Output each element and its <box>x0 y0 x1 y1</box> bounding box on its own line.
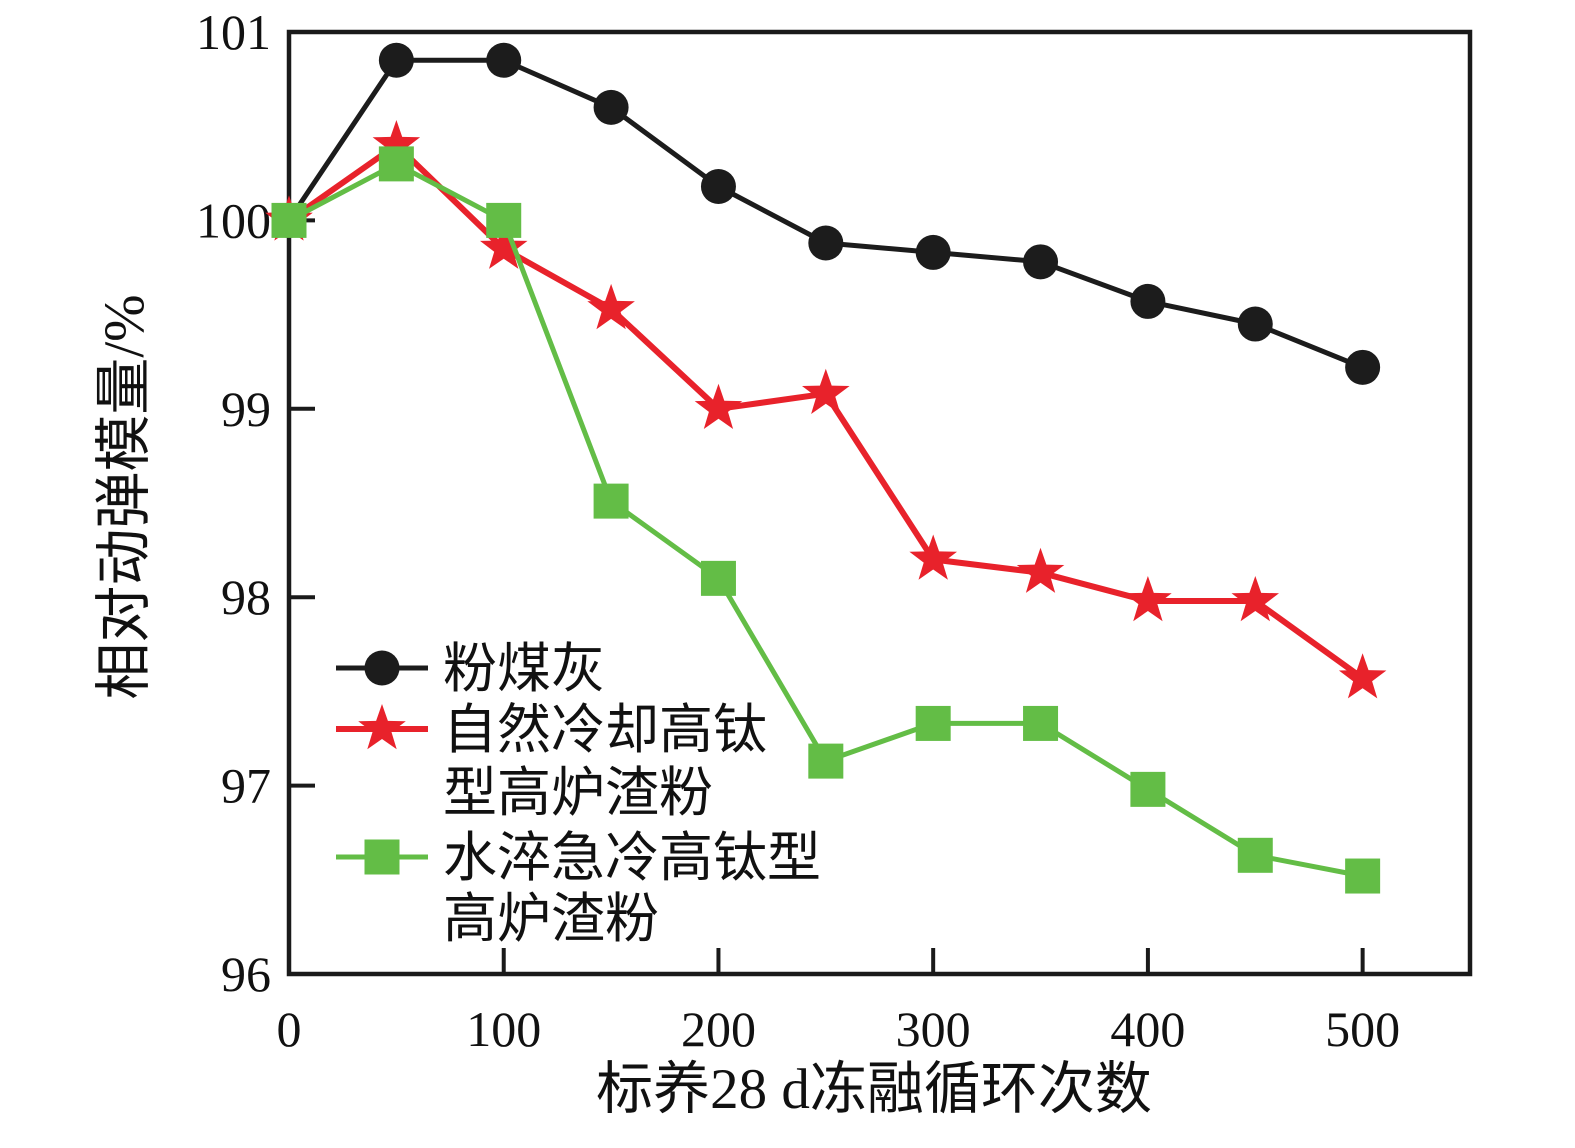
series-line-star <box>287 142 1365 681</box>
data-point-star <box>694 383 743 429</box>
data-point-circle <box>1237 306 1273 342</box>
x-tick-label: 200 <box>681 1001 756 1057</box>
y-tick-label: 100 <box>196 192 271 248</box>
data-point-square <box>915 705 951 741</box>
data-point-star <box>480 223 528 269</box>
legend-marker-star <box>358 704 406 750</box>
data-point-circle <box>593 89 629 125</box>
data-point-square <box>271 202 307 238</box>
data-point-square <box>1130 771 1166 807</box>
x-tick-label: 300 <box>896 1001 971 1057</box>
plot-frame <box>286 29 1473 977</box>
data-point-star <box>1231 576 1279 622</box>
x-tick-label: 0 <box>277 1001 302 1057</box>
plot-area: 96 97 98 99 100 101 0 100 200 300 400 500 <box>196 4 1473 1057</box>
y-tick-label: 101 <box>196 4 271 60</box>
data-point-square <box>1345 858 1381 894</box>
legend-label-natural-cooled-line2: 型高炉渣粉 <box>443 763 713 823</box>
data-point-circle <box>1345 349 1381 385</box>
legend-label-water-quenched-line1: 水淬急冷高钛型 <box>443 828 821 888</box>
data-point-star <box>1124 576 1172 622</box>
data-point-square <box>378 146 414 182</box>
legend-label-water-quenched-line2: 高炉渣粉 <box>443 889 659 949</box>
legend-label-natural-cooled-line1: 自然冷却高钛 <box>443 700 767 760</box>
legend-marker-circle <box>364 650 400 686</box>
data-point-star <box>372 120 421 166</box>
data-point-star <box>1016 547 1065 593</box>
data-point-circle <box>808 225 844 261</box>
y-tick-label: 99 <box>221 381 271 437</box>
x-tick-label: 500 <box>1325 1001 1400 1057</box>
data-point-square <box>1023 705 1059 741</box>
data-point-circle <box>378 42 414 78</box>
data-point-star <box>802 368 850 414</box>
data-point-star <box>909 534 957 580</box>
legend-label-fly-ash: 粉煤灰 <box>443 639 605 699</box>
data-point-circle <box>1130 283 1166 319</box>
data-point-circle <box>700 168 736 204</box>
data-point-circle <box>486 42 522 78</box>
y-axis-title: 相对动弹模量/% <box>93 294 156 699</box>
data-point-star <box>587 283 635 330</box>
data-point-circle <box>915 234 951 270</box>
x-axis-title: 标养28 d冻融循环次数 <box>596 1058 1152 1121</box>
data-point-square <box>1237 837 1273 873</box>
y-tick-label: 96 <box>221 946 271 1002</box>
y-tick-label: 98 <box>221 569 271 625</box>
x-tick-label: 400 <box>1110 1001 1185 1057</box>
data-point-square <box>593 483 629 519</box>
x-tick-label: 100 <box>466 1001 541 1057</box>
data-point-square <box>486 202 522 238</box>
legend-marker-square <box>364 839 400 875</box>
data-point-square <box>808 743 844 779</box>
data-point-star <box>1338 653 1387 699</box>
data-point-square <box>700 560 736 596</box>
y-tick-label: 97 <box>221 758 271 814</box>
legend: 粉煤灰 自然冷却高钛 型高炉渣粉 水淬急冷高钛型 高炉渣粉 <box>443 639 821 949</box>
data-point-circle <box>1023 244 1059 280</box>
series-line-circle <box>286 57 1364 370</box>
